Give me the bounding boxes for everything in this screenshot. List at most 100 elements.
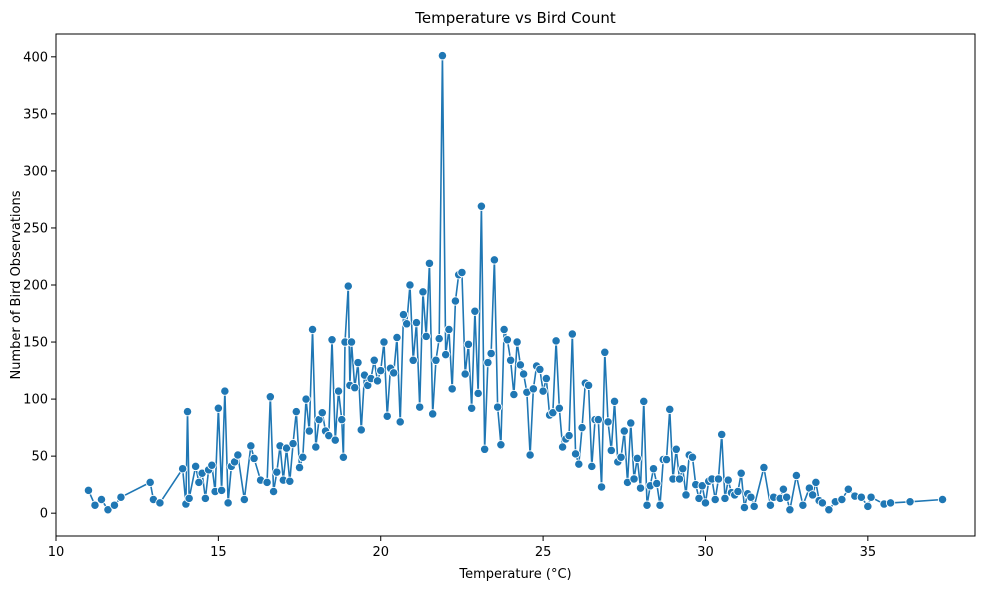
data-point	[109, 500, 120, 510]
data-point	[470, 306, 480, 316]
data-point	[372, 376, 383, 386]
data-point	[505, 355, 516, 365]
data-point	[343, 281, 353, 291]
data-point	[866, 492, 876, 502]
data-point	[346, 337, 357, 347]
data-point	[587, 461, 597, 472]
x-axis-title: Temperature (°C)	[458, 567, 571, 582]
x-tick-label: 10	[48, 545, 65, 560]
data-point	[268, 486, 279, 497]
data-point	[577, 422, 587, 433]
data-point	[791, 470, 802, 481]
data-point	[177, 464, 188, 474]
data-point	[402, 319, 412, 329]
data-point	[437, 51, 448, 61]
data-point	[190, 461, 201, 472]
data-point	[369, 355, 379, 365]
data-point	[619, 426, 629, 436]
data-point	[905, 497, 915, 507]
data-point	[535, 364, 545, 375]
data-point	[548, 408, 558, 418]
y-tick-label: 50	[31, 450, 48, 465]
data-point	[96, 494, 107, 505]
data-point	[629, 474, 639, 484]
data-point	[338, 452, 349, 462]
data-point	[447, 384, 457, 394]
data-point	[717, 429, 727, 440]
data-point	[421, 331, 431, 341]
data-point	[194, 477, 204, 488]
data-point	[223, 498, 233, 508]
data-point	[655, 500, 665, 510]
plot-frame	[55, 33, 976, 537]
data-point	[713, 474, 724, 484]
data-point	[603, 417, 613, 427]
data-point	[184, 493, 194, 503]
y-tick-label: 200	[23, 279, 48, 294]
data-point	[311, 442, 321, 452]
data-point	[479, 444, 490, 454]
data-point	[103, 505, 113, 515]
data-point	[583, 380, 594, 391]
data-point	[408, 355, 418, 365]
data-point	[424, 258, 435, 268]
data-point	[609, 396, 620, 407]
data-point	[398, 310, 409, 320]
data-point	[200, 493, 211, 503]
data-point	[674, 474, 685, 484]
data-point	[379, 337, 389, 347]
x-tick-label: 15	[210, 545, 227, 560]
data-point	[324, 430, 334, 441]
data-point	[811, 477, 821, 488]
data-point	[567, 329, 577, 339]
data-point	[681, 490, 691, 500]
data-point	[759, 462, 769, 473]
data-point	[392, 332, 402, 343]
data-point	[415, 402, 425, 412]
data-point	[632, 453, 642, 464]
data-point	[476, 201, 487, 211]
data-point	[778, 484, 789, 494]
data-point	[837, 494, 847, 505]
data-point	[463, 339, 474, 349]
data-point	[710, 494, 720, 505]
data-point	[265, 392, 275, 402]
data-point	[301, 394, 311, 404]
data-point	[863, 501, 873, 511]
data-point	[307, 324, 318, 335]
data-point	[492, 402, 503, 412]
data-point	[496, 440, 506, 450]
data-point	[746, 492, 756, 502]
data-point	[723, 475, 733, 485]
data-point	[233, 450, 243, 460]
data-point	[616, 452, 626, 462]
data-point	[298, 452, 308, 462]
data-point	[817, 498, 828, 508]
data-point	[885, 498, 896, 508]
data-point	[600, 347, 610, 357]
data-point	[489, 255, 500, 265]
data-point	[272, 467, 282, 477]
data-point	[557, 442, 568, 452]
data-point	[518, 369, 529, 379]
data-point	[249, 453, 259, 464]
data-point	[353, 357, 363, 368]
data-point	[450, 296, 461, 306]
x-tick-label: 20	[372, 545, 389, 560]
data-point	[502, 335, 513, 345]
data-point	[937, 494, 948, 505]
data-point	[376, 365, 386, 376]
data-point	[798, 500, 808, 510]
data-point	[281, 443, 292, 453]
data-point	[145, 477, 155, 488]
data-point	[824, 505, 834, 515]
series-line	[87, 54, 943, 511]
data-point	[661, 454, 672, 465]
data-point	[700, 498, 711, 508]
data-point	[418, 287, 428, 297]
data-point	[749, 501, 759, 511]
data-point	[467, 403, 477, 413]
data-point	[564, 430, 574, 441]
